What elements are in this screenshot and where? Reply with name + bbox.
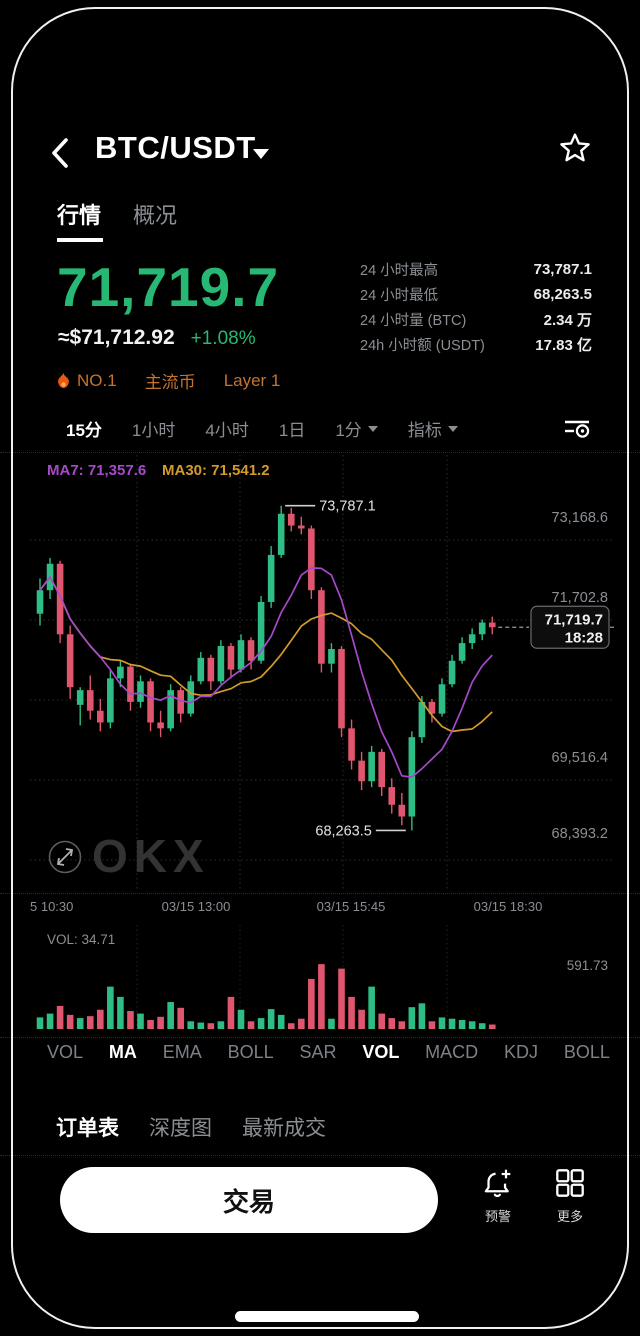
home-indicator[interactable] <box>235 1311 419 1322</box>
stat-value: 68,263.5 <box>533 286 592 303</box>
badge-主流币[interactable]: 主流币 <box>144 373 196 392</box>
timeframe-4小时[interactable]: 4小时 <box>205 421 249 440</box>
timeframe-1小时[interactable]: 1小时 <box>131 421 176 440</box>
y-axis-label: 69,516.4 <box>552 750 608 766</box>
pair-title[interactable]: BTC/USDT <box>95 130 256 165</box>
ma-line <box>39 567 493 778</box>
more-action[interactable]: 更多 <box>540 1168 600 1225</box>
stat-value: 73,787.1 <box>533 261 592 278</box>
chart-bottom-divider <box>0 893 640 894</box>
volume-bottom-divider <box>0 1037 640 1038</box>
caret-down-icon <box>447 425 458 432</box>
back-chevron-icon <box>52 138 68 168</box>
current-price-tag[interactable]: 71,719.718:28 <box>530 605 610 649</box>
indicator-ma-1[interactable]: MA <box>108 1042 137 1062</box>
favorite-star-icon[interactable] <box>558 131 592 170</box>
more-label: 更多 <box>556 1209 583 1224</box>
ma30-legend: MA30: 71,541.2 <box>162 462 270 479</box>
bottom-tab-最新成交[interactable]: 最新成交 <box>242 1117 326 1140</box>
badge-NO.1[interactable]: NO.1 <box>57 371 117 391</box>
candlestick-chart[interactable]: OKX 73,787.1 68,263.5 73,168.6 71,702.8 69,51… <box>0 455 640 895</box>
indicator-bar: VOL MA EMA BOLL SAR VOL MACD KDJ BOLL <box>47 1042 610 1063</box>
indicator-vol-5[interactable]: VOL <box>362 1042 400 1062</box>
pair-dropdown-caret-icon[interactable] <box>252 147 270 165</box>
indicator-boll-3[interactable]: BOLL <box>227 1042 274 1062</box>
indicator-sar-4[interactable]: SAR <box>299 1042 337 1062</box>
x-axis-label: 03/15 13:00 <box>161 899 231 914</box>
trade-button[interactable]: 交易 <box>60 1167 438 1233</box>
indicator-vol-0[interactable]: VOL <box>47 1042 84 1062</box>
last-price: 71,719.7 <box>57 256 280 318</box>
x-axis-label: 5 10:30 <box>30 899 74 914</box>
badge-Layer 1[interactable]: Layer 1 <box>223 370 281 390</box>
tab-概况[interactable]: 概况 <box>133 203 178 228</box>
stat-label: 24 小时最高 <box>360 263 439 279</box>
stat-row: 24h 小时额 (USDT) 17.83 亿 <box>360 332 592 357</box>
volume-chart[interactable] <box>0 925 640 1037</box>
x-axis-label: 03/15 15:45 <box>316 899 386 914</box>
stat-value: 2.34 万 <box>543 312 592 329</box>
svg-text:73,787.1: 73,787.1 <box>319 499 375 515</box>
timeframe-指标[interactable]: 指标 <box>408 416 458 441</box>
header: BTC/USDT <box>0 128 640 178</box>
bottom-tabs-divider <box>0 1155 640 1156</box>
indicator-kdj-7[interactable]: KDJ <box>504 1042 539 1062</box>
indicator-ema-2[interactable]: EMA <box>162 1042 202 1062</box>
timeframe-1分[interactable]: 1分 <box>335 416 378 441</box>
stat-row: 24 小时最高 73,787.1 <box>360 257 592 282</box>
svg-text:68,263.5: 68,263.5 <box>315 823 371 839</box>
okx-watermark: OKX <box>48 830 210 882</box>
timeframe-15分[interactable]: 15分 <box>66 421 102 440</box>
stat-label: 24h 小时额 (USDT) <box>360 338 485 354</box>
timeframe-bar: 15分 1小时 4小时 1日 1分 指标 <box>66 416 458 441</box>
chart-settings-icon[interactable] <box>564 418 590 443</box>
svg-text:OKX: OKX <box>92 830 210 882</box>
alert-action[interactable]: 预警 <box>468 1168 528 1225</box>
bottom-tab-深度图[interactable]: 深度图 <box>149 1117 212 1140</box>
stat-row: 24 小时量 (BTC) 2.34 万 <box>360 307 592 332</box>
indicator-boll-8[interactable]: BOLL <box>563 1042 610 1062</box>
top-tab-bar: 行情 概况 <box>57 198 177 242</box>
timeframe-1日[interactable]: 1日 <box>278 421 306 440</box>
y-axis-label: 68,393.2 <box>552 826 608 842</box>
ma7-legend: MA7: 71,357.6 <box>47 462 147 479</box>
back-button[interactable] <box>50 136 70 175</box>
tab-行情[interactable]: 行情 <box>57 198 104 242</box>
x-axis-label: 03/15 18:30 <box>473 899 543 914</box>
fiat-row: ≈$71,712.92 +1.08% <box>58 326 256 350</box>
grid-more-icon <box>556 1169 584 1197</box>
y-axis-label: 71,702.8 <box>552 590 608 606</box>
stat-value: 17.83 亿 <box>535 337 592 354</box>
x-axis-labels: 5 10:30 03/15 13:00 03/15 15:45 03/15 18:30 <box>0 899 640 917</box>
indicator-macd-6[interactable]: MACD <box>425 1042 479 1062</box>
fiat-price: ≈$71,712.92 <box>58 326 175 349</box>
bottom-tab-订单表[interactable]: 订单表 <box>56 1117 119 1140</box>
orderbook-tab-bar: 订单表 深度图 最新成交 <box>56 1112 326 1142</box>
bell-plus-icon <box>484 1169 511 1198</box>
volume-value-label: VOL: 34.71 <box>47 932 116 947</box>
badge-row: NO.1 主流币 Layer 1 <box>57 368 280 393</box>
volume-axis-label: 591.73 <box>566 958 608 973</box>
chart-top-divider <box>0 452 640 453</box>
svg-text:71,719.7: 71,719.7 <box>545 611 603 628</box>
stat-row: 24 小时最低 68,263.5 <box>360 282 592 307</box>
svg-text:18:28: 18:28 <box>565 629 603 646</box>
caret-down-icon <box>367 425 378 432</box>
stat-label: 24 小时最低 <box>360 288 439 304</box>
stat-label: 24 小时量 (BTC) <box>360 313 467 329</box>
stats-24h: 24 小时最高 73,787.1 24 小时最低 68,263.5 24 小时量 (BT… <box>360 257 592 357</box>
alert-label: 预警 <box>484 1209 511 1224</box>
change-percent: +1.08% <box>190 328 256 349</box>
flame-icon <box>58 372 69 388</box>
y-axis-label: 73,168.6 <box>552 510 608 526</box>
ma-line <box>39 576 493 733</box>
